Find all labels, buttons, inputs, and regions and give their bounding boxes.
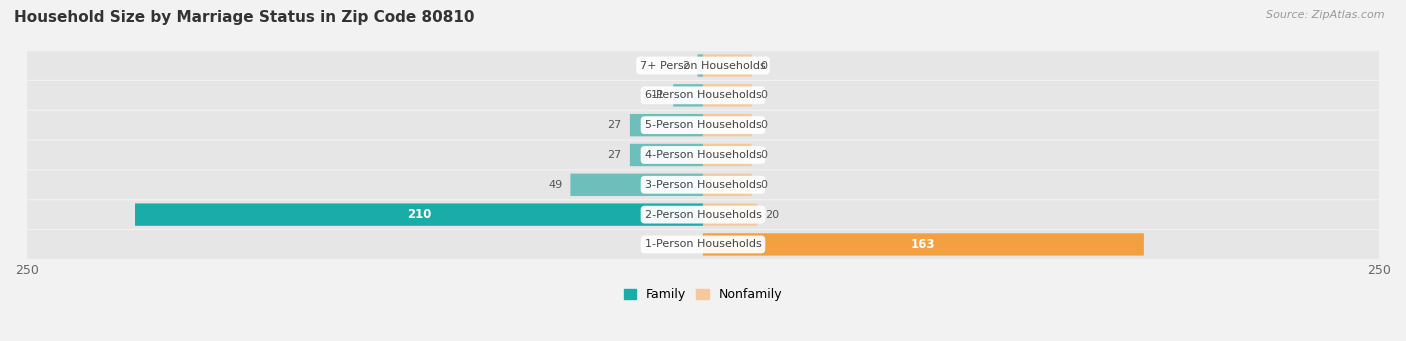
Text: 0: 0 [759, 60, 766, 71]
Text: 27: 27 [607, 120, 621, 130]
Text: 1-Person Households: 1-Person Households [644, 239, 762, 250]
Text: 5-Person Households: 5-Person Households [644, 120, 762, 130]
FancyBboxPatch shape [703, 233, 1144, 256]
Text: Household Size by Marriage Status in Zip Code 80810: Household Size by Marriage Status in Zip… [14, 10, 475, 25]
FancyBboxPatch shape [135, 204, 703, 226]
FancyBboxPatch shape [703, 144, 752, 166]
FancyBboxPatch shape [673, 84, 703, 106]
FancyBboxPatch shape [630, 114, 703, 136]
Text: 4-Person Households: 4-Person Households [644, 150, 762, 160]
Text: Source: ZipAtlas.com: Source: ZipAtlas.com [1267, 10, 1385, 20]
FancyBboxPatch shape [703, 174, 752, 196]
Text: 0: 0 [759, 90, 766, 100]
Text: 2-Person Households: 2-Person Households [644, 210, 762, 220]
FancyBboxPatch shape [703, 204, 758, 226]
FancyBboxPatch shape [27, 200, 1379, 229]
Text: 11: 11 [651, 90, 665, 100]
FancyBboxPatch shape [703, 114, 752, 136]
Text: 20: 20 [765, 210, 779, 220]
Text: 0: 0 [759, 120, 766, 130]
FancyBboxPatch shape [697, 54, 703, 77]
FancyBboxPatch shape [27, 230, 1379, 259]
FancyBboxPatch shape [703, 54, 752, 77]
Text: 163: 163 [911, 238, 935, 251]
Text: 6-Person Households: 6-Person Households [644, 90, 762, 100]
FancyBboxPatch shape [630, 144, 703, 166]
FancyBboxPatch shape [27, 170, 1379, 199]
FancyBboxPatch shape [27, 111, 1379, 139]
FancyBboxPatch shape [571, 174, 703, 196]
FancyBboxPatch shape [703, 84, 752, 106]
Text: 0: 0 [759, 150, 766, 160]
FancyBboxPatch shape [27, 140, 1379, 169]
Text: 2: 2 [682, 60, 689, 71]
Text: 7+ Person Households: 7+ Person Households [640, 60, 766, 71]
FancyBboxPatch shape [27, 51, 1379, 80]
Text: 49: 49 [548, 180, 562, 190]
Text: 3-Person Households: 3-Person Households [644, 180, 762, 190]
Text: 0: 0 [759, 180, 766, 190]
Legend: Family, Nonfamily: Family, Nonfamily [624, 288, 782, 301]
Text: 27: 27 [607, 150, 621, 160]
FancyBboxPatch shape [27, 81, 1379, 110]
Text: 210: 210 [406, 208, 432, 221]
